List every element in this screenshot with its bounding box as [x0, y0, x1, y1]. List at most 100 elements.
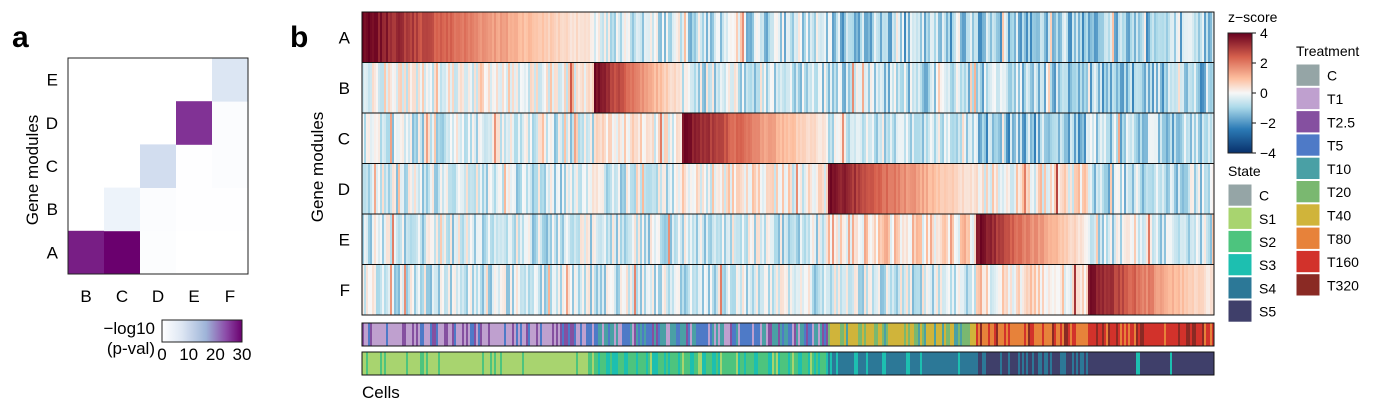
- pval-colorbar-tick-20: 20: [206, 345, 225, 364]
- svg-text:T1: T1: [1327, 91, 1344, 107]
- treatment-legend-item-T80: T80: [1295, 226, 1351, 250]
- state-legend-item-S4: S4: [1227, 276, 1276, 300]
- pval-cell-B-C: [104, 187, 141, 232]
- panel-a-frame: [67, 57, 249, 275]
- module-row-label-D: D: [338, 180, 350, 199]
- pval-colorbar-tick-10: 10: [179, 345, 198, 364]
- zscore-colorbar-ticks: 4 2 0 −2 −4: [1252, 25, 1276, 161]
- zscore-tick-4: 4: [1260, 25, 1268, 41]
- state-legend-item-S2: S2: [1227, 229, 1276, 254]
- pval-colorbar-tick-30: 30: [233, 345, 252, 364]
- pval-y-tick-A: A: [47, 243, 59, 262]
- pval-x-tick-F: F: [225, 287, 235, 306]
- pval-x-tick-B: B: [80, 287, 91, 306]
- module-row-labels: A B C D E F: [338, 28, 351, 300]
- zscore-title: z−score: [1228, 9, 1278, 25]
- pval-y-tick-B: B: [47, 200, 58, 219]
- pval-colorbar: [161, 319, 243, 343]
- module-row-D: [361, 163, 1215, 215]
- treatment-legend-item-T160: T160: [1295, 249, 1359, 274]
- panel-a-heatmap: [68, 58, 249, 275]
- pval-x-tick-D: D: [152, 287, 164, 306]
- panel-b-ylabel: Gene modules: [308, 112, 327, 223]
- pval-colorbar-tick-0: 0: [157, 345, 166, 364]
- pval-colorbar-ticks: 0 10 20 30: [157, 345, 251, 364]
- panel-b-letter: b: [290, 21, 308, 54]
- treatment-legend-item-C: C: [1295, 63, 1337, 87]
- svg-text:T160: T160: [1327, 254, 1359, 270]
- svg-text:S5: S5: [1259, 304, 1276, 320]
- pval-cell-A-B: [68, 230, 105, 275]
- state-track: [361, 351, 1215, 376]
- pval-cell-A-F: [212, 230, 249, 275]
- svg-text:T2.5: T2.5: [1327, 114, 1355, 130]
- pval-cell-B-F: [212, 187, 249, 232]
- svg-text:T40: T40: [1327, 207, 1351, 223]
- module-row-B: [361, 62, 1215, 114]
- pval-cell-A-D: [140, 230, 177, 275]
- panel-a-y-ticks: A B C D E: [46, 71, 59, 263]
- svg-text:S1: S1: [1259, 211, 1276, 227]
- module-row-label-A: A: [339, 28, 351, 47]
- pval-cell-D-F: [212, 101, 249, 145]
- annotation-tracks: [361, 322, 1215, 376]
- pval-cell-C-D: [140, 144, 177, 188]
- pval-cell-E-F: [212, 58, 249, 102]
- treatment-legend-item-T10: T10: [1295, 156, 1351, 180]
- module-heatmap: [361, 11, 1215, 316]
- state-legend-item-S3: S3: [1227, 253, 1276, 277]
- treatment-legend-item-T40: T40: [1295, 203, 1351, 227]
- state-legend-item-C: C: [1227, 183, 1269, 207]
- pval-y-tick-C: C: [46, 157, 58, 176]
- pval-colorbar-label-2: (p-val): [107, 339, 155, 358]
- svg-text:C: C: [1259, 188, 1269, 204]
- pval-y-tick-E: E: [47, 71, 58, 90]
- pval-x-tick-E: E: [188, 287, 199, 306]
- pval-cell-C-E: [176, 144, 213, 188]
- zscore-tick--4: −4: [1260, 145, 1276, 161]
- pval-cell-A-C: [104, 230, 141, 275]
- treatment-legend-title: Treatment: [1296, 43, 1359, 59]
- module-row-label-C: C: [338, 129, 350, 148]
- svg-text:T20: T20: [1327, 184, 1351, 200]
- panel-a: a Gene modules A B C D E B C D E F −log10 (p-val…: [12, 21, 251, 364]
- treatment-track: [361, 322, 1215, 347]
- pval-cell-B-E: [176, 187, 213, 232]
- module-row-A: [361, 11, 1215, 63]
- state-legend: C S1 S2 S3 S4 S5: [1227, 183, 1276, 323]
- panel-a-x-ticks: B C D E F: [80, 287, 235, 306]
- svg-text:T5: T5: [1327, 138, 1344, 154]
- svg-text:T80: T80: [1327, 231, 1351, 247]
- module-row-F: [361, 264, 1215, 316]
- treatment-legend-item-T5: T5: [1295, 133, 1344, 157]
- pval-cell-B-D: [140, 187, 177, 232]
- panel-a-ylabel: Gene modules: [23, 115, 42, 226]
- svg-text:S4: S4: [1259, 280, 1276, 296]
- zscore-tick-0: 0: [1260, 85, 1268, 101]
- zscore-colorbar: [1227, 32, 1253, 154]
- panel-b: b Gene modules A B C D E F Cells z−score 4 2 0 −…: [290, 9, 1359, 402]
- pval-colorbar-label-1: −log10: [103, 319, 155, 338]
- module-row-label-F: F: [340, 281, 350, 300]
- treatment-legend-item-T320: T320: [1295, 273, 1359, 297]
- svg-text:S3: S3: [1259, 257, 1276, 273]
- pval-y-tick-D: D: [46, 114, 58, 133]
- pval-cell-A-E: [176, 230, 213, 275]
- panel-b-xlabel: Cells: [362, 383, 400, 402]
- treatment-legend-item-T2_5: T2.5: [1295, 110, 1355, 134]
- panel-a-letter: a: [12, 21, 29, 54]
- treatment-legend-item-T1: T1: [1295, 86, 1344, 111]
- zscore-tick--2: −2: [1260, 115, 1276, 131]
- svg-text:C: C: [1327, 68, 1337, 84]
- module-row-label-B: B: [339, 79, 350, 98]
- module-row-label-E: E: [339, 230, 350, 249]
- module-row-C: [361, 112, 1215, 164]
- module-row-E: [361, 213, 1215, 265]
- state-legend-title: State: [1228, 163, 1261, 179]
- svg-text:T10: T10: [1327, 161, 1351, 177]
- pval-cell-C-F: [212, 144, 249, 188]
- treatment-legend: C T1 T2.5 T5 T10 T20 T40 T80 T160 T320: [1295, 63, 1359, 297]
- pval-cell-D-E: [176, 101, 213, 145]
- pval-x-tick-C: C: [116, 287, 128, 306]
